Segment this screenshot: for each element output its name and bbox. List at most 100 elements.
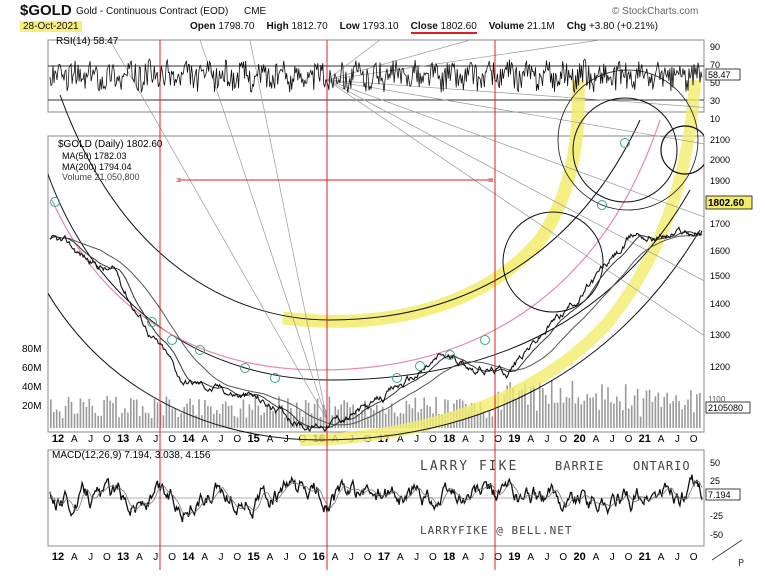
x-axis-label: A — [397, 552, 404, 563]
corner-pen-stroke — [711, 539, 743, 561]
volume-bar — [381, 406, 384, 428]
volume-bar — [213, 413, 215, 428]
circle-large-upper — [572, 97, 678, 203]
volume-value-badge: 2105080 — [708, 403, 743, 413]
highlight-arc-inner — [282, 79, 585, 328]
volume-bar — [141, 406, 144, 428]
volume-bar — [355, 409, 357, 428]
price-value-badge-box — [705, 195, 753, 210]
city-annotation: BARRIE — [555, 459, 604, 473]
volume-bar — [630, 405, 633, 428]
volume-bar — [189, 398, 191, 428]
volume-bar — [245, 417, 248, 428]
volume-bar — [53, 412, 55, 428]
x-axis-label: J — [675, 434, 680, 445]
volume-bar — [103, 400, 105, 428]
volume-bar — [171, 408, 174, 428]
rsi-tick-label: 30 — [710, 96, 720, 106]
x-axis-label: O — [364, 552, 372, 563]
rsi-tick-label: 90 — [710, 42, 720, 52]
x-axis-label: J — [284, 434, 289, 445]
volume-bar — [230, 405, 233, 428]
pivot-circle — [415, 361, 425, 371]
volume-bar — [266, 403, 268, 428]
volume-bar — [144, 412, 147, 428]
volume-bar — [393, 412, 396, 428]
macd-value-badge: 7.194 — [708, 490, 731, 500]
x-axis-label: A — [71, 434, 78, 445]
x-axis-label: O — [690, 434, 698, 445]
x-axis-label: 14 — [182, 551, 195, 563]
copyright-text: © StockCharts.com — [612, 6, 699, 17]
x-axis-label: 20 — [573, 433, 585, 445]
x-axis-label: 15 — [247, 551, 259, 563]
volume-bar — [379, 410, 381, 428]
pivot-circle — [50, 197, 60, 207]
x-axis-label: J — [675, 552, 680, 563]
volume-tick-label: 20M — [22, 401, 41, 412]
volume-bar — [85, 407, 88, 428]
x-axis-label: A — [267, 552, 274, 563]
volume-bar — [669, 403, 671, 428]
fan-lines — [109, 40, 704, 421]
volume-bar — [645, 390, 648, 428]
fan-line — [326, 79, 704, 218]
pivot-circle — [240, 363, 250, 373]
x-axis-label: J — [545, 434, 550, 445]
volume-bar — [675, 395, 677, 428]
volume-bar — [497, 391, 500, 428]
volume-bar — [613, 403, 615, 428]
close-stat: Close 1802.60 — [410, 21, 477, 34]
volume-bar — [515, 399, 517, 428]
volume-bar — [639, 416, 642, 428]
volume-bar — [577, 397, 580, 428]
volume-bar — [533, 384, 535, 428]
x-axis-label: O — [233, 434, 241, 445]
price-value-badge: 1802.60 — [708, 198, 745, 209]
volume-bar — [316, 398, 319, 428]
volume-bar — [405, 400, 408, 428]
volume-bar — [565, 396, 568, 428]
black-arc-3 — [59, 94, 641, 321]
volume-bar — [414, 397, 417, 428]
x-axis-label: O — [103, 434, 111, 445]
macd-signal-line — [49, 480, 703, 516]
x-axis-label: 12 — [52, 551, 64, 563]
x-axis-label: 19 — [508, 433, 520, 445]
x-axis-label: J — [479, 552, 484, 563]
volume-bar — [284, 417, 286, 428]
volume-bar — [109, 400, 111, 428]
volume-bar — [699, 392, 701, 428]
volume-bar — [420, 408, 423, 428]
volume-tick-label: 80M — [22, 344, 41, 355]
circle-outer-right — [557, 69, 699, 211]
volume-bar — [147, 413, 150, 428]
volume-bar — [328, 396, 331, 428]
volume-bar — [70, 401, 73, 428]
x-axis-label: O — [559, 434, 567, 445]
volume-bar — [642, 398, 645, 428]
volume-bar — [390, 403, 393, 428]
volume-bar — [619, 401, 621, 428]
volume-bar — [210, 406, 212, 428]
macd-tick-label: -25 — [710, 511, 723, 521]
x-axis-label: J — [414, 552, 419, 563]
red-measure-left-mark: = — [176, 175, 181, 185]
volume-bar — [352, 404, 354, 428]
volume-bar — [242, 399, 245, 428]
volume-bar — [423, 397, 425, 428]
volume-bar — [269, 406, 271, 428]
volume-bar — [636, 388, 639, 428]
fan-line — [326, 79, 704, 108]
volume-bar — [595, 393, 597, 428]
x-axis-label: O — [625, 552, 633, 563]
volume-bar — [260, 415, 262, 428]
volume-tick-label: 60M — [22, 363, 41, 374]
x-axis-label: J — [545, 552, 550, 563]
x-axis-label: 13 — [117, 551, 129, 563]
rsi-panel-frame — [47, 39, 705, 113]
rsi-value-badge: 58.47 — [708, 70, 731, 80]
volume-bar — [648, 390, 651, 428]
rsi-value-badge-box — [705, 68, 741, 81]
